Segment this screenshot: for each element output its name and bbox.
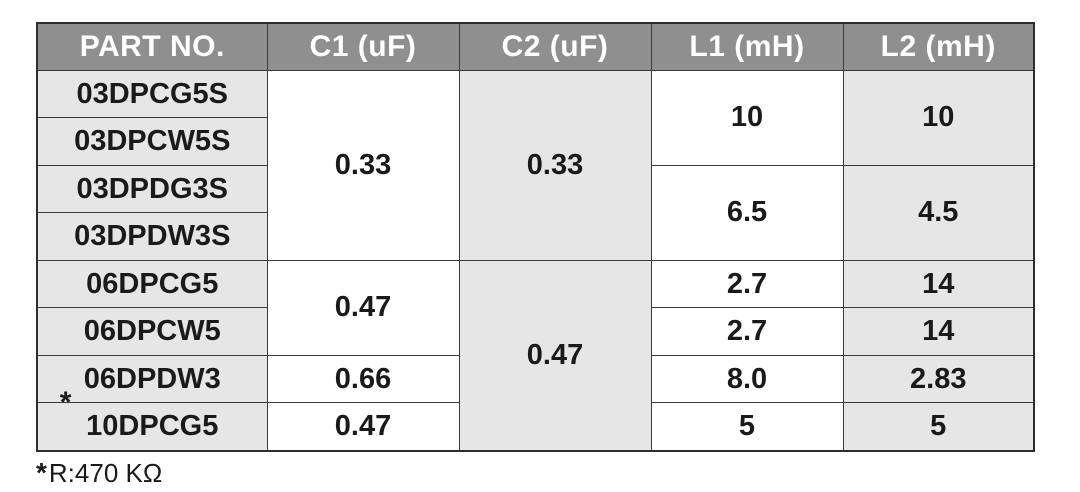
part-number-cell: * 06DPDW3 (36, 354, 268, 419)
l2-value: 10 (842, 70, 1035, 166)
spec-table: PART NO. C1 (uF) C2 (uF) L1 (mH) L2 (mH)… (36, 22, 1035, 452)
c1-value: 0.47 (266, 259, 460, 356)
l2-value: 5 (842, 402, 1035, 452)
part-number: 03DPDG3S (36, 164, 268, 214)
header-l1: L1 (mH) (650, 22, 844, 71)
c2-value: 0.47 (458, 259, 652, 452)
l1-value: 5 (650, 402, 844, 452)
table-row: * 06DPDW3 0.66 8.0 2.83 (36, 354, 1035, 419)
part-number: 06DPDW3 (83, 362, 221, 395)
c1-value: 0.33 (266, 70, 460, 261)
c1-value: 0.66 (266, 354, 460, 404)
table-row: 06DPCW5 2.7 14 (36, 307, 1035, 356)
table-row: 06DPCG5 0.47 0.47 2.7 14 (36, 259, 1035, 452)
footnote-text: R:470 KΩ (48, 458, 163, 488)
footnote: *R:470 KΩ (36, 457, 162, 489)
part-number: 06DPCW5 (36, 307, 268, 356)
table-row: 10DPCG5 0.47 5 5 (36, 402, 1035, 452)
table-row: 03DPCW5S (36, 117, 1034, 166)
table-row: 03DPDG3S 6.5 4.5 (36, 164, 1035, 261)
l2-value: 14 (842, 307, 1035, 356)
l1-value: 10 (650, 70, 844, 166)
header-row: PART NO. C1 (uF) C2 (uF) L1 (mH) L2 (mH) (36, 22, 1035, 71)
l1-value: 2.7 (650, 307, 844, 356)
footnote-asterisk: * (36, 457, 47, 488)
table-row: 03DPDW3S (36, 212, 1034, 261)
c2-value: 0.33 (458, 70, 652, 261)
header-c1: C1 (uF) (266, 22, 460, 71)
l1-value: 6.5 (650, 164, 844, 261)
header-part-no: PART NO. (36, 22, 268, 71)
part-number: 06DPCG5 (36, 259, 268, 309)
l2-value: 2.83 (842, 354, 1035, 404)
part-number: 03DPDW3S (36, 212, 268, 261)
part-number: 03DPCW5S (36, 117, 268, 166)
l2-value: 4.5 (842, 164, 1035, 261)
part-number: 03DPCG5S (36, 69, 268, 119)
l1-value: 8.0 (650, 354, 844, 404)
l1-value: 2.7 (650, 259, 844, 309)
header-c2: C2 (uF) (458, 22, 652, 71)
header-l2: L2 (mH) (842, 22, 1035, 71)
c1-value: 0.47 (266, 402, 460, 452)
part-number: 10DPCG5 (36, 402, 268, 452)
table-row: 03DPCG5S 0.33 0.33 10 10 (36, 69, 1035, 261)
l2-value: 14 (842, 259, 1035, 309)
